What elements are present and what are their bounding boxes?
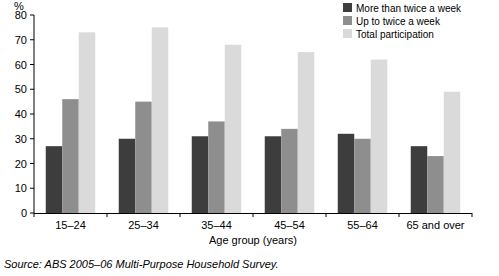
bar — [119, 139, 136, 213]
y-axis-label: % — [14, 0, 24, 12]
y-tick-label: 10 — [15, 182, 27, 194]
bar — [192, 136, 209, 213]
y-tick — [30, 89, 34, 90]
bar — [338, 134, 355, 213]
bar — [298, 52, 315, 213]
bar — [79, 32, 96, 213]
bar — [427, 156, 444, 213]
bar — [62, 99, 79, 213]
x-tick-label: 25–34 — [128, 219, 159, 231]
bar — [265, 136, 282, 213]
bar — [411, 146, 428, 213]
x-tick-label: 35–44 — [201, 219, 232, 231]
bar — [208, 121, 225, 213]
page: {"chart_data": {"type": "bar", "y_label"… — [0, 0, 499, 276]
x-axis-label: Age group (years) — [209, 234, 297, 246]
y-tick-label: 60 — [15, 59, 27, 71]
bars — [46, 27, 461, 213]
legend-swatch — [343, 16, 352, 25]
bar — [135, 102, 152, 213]
y-tick-label: 70 — [15, 34, 27, 46]
bar — [371, 60, 388, 213]
x-tick-label: 65 and over — [406, 219, 464, 231]
x-tick-label: 45–54 — [274, 219, 305, 231]
x-tick — [472, 213, 473, 217]
bar — [225, 45, 242, 213]
y-tick — [30, 188, 34, 189]
y-tick — [30, 138, 34, 139]
y-tick-label: 20 — [15, 158, 27, 170]
y-tick — [30, 64, 34, 65]
x-tick — [399, 213, 400, 217]
x-tick — [253, 213, 254, 217]
x-tick — [180, 213, 181, 217]
x-tick — [34, 213, 35, 217]
y-tick-label: 0 — [21, 207, 27, 219]
legend-label: Total participation — [356, 29, 434, 40]
y-tick-label: 40 — [15, 108, 27, 120]
legend: More than twice a week Up to twice a week… — [343, 3, 462, 40]
y-tick — [30, 114, 34, 115]
bar — [444, 92, 461, 213]
bar — [46, 146, 63, 213]
legend-swatch — [343, 29, 352, 38]
x-tick — [107, 213, 108, 217]
legend-label: Up to twice a week — [356, 16, 441, 27]
y-tick — [30, 15, 34, 16]
y-tick-label: 50 — [15, 83, 27, 95]
bar — [152, 27, 169, 213]
bar — [354, 139, 371, 213]
x-tick-label: 15–24 — [55, 219, 86, 231]
legend-label: More than twice a week — [356, 3, 462, 14]
legend-swatch — [343, 3, 352, 12]
source-note: Source: ABS 2005–06 Multi-Purpose Househ… — [4, 258, 279, 270]
chart: 0102030405060708015–2425–3435–4445–5455–… — [0, 0, 499, 276]
x-tick — [326, 213, 327, 217]
y-tick — [30, 163, 34, 164]
y-tick — [30, 39, 34, 40]
x-tick-label: 55–64 — [347, 219, 378, 231]
y-tick — [30, 213, 34, 214]
y-tick-label: 30 — [15, 133, 27, 145]
bar — [281, 129, 298, 213]
